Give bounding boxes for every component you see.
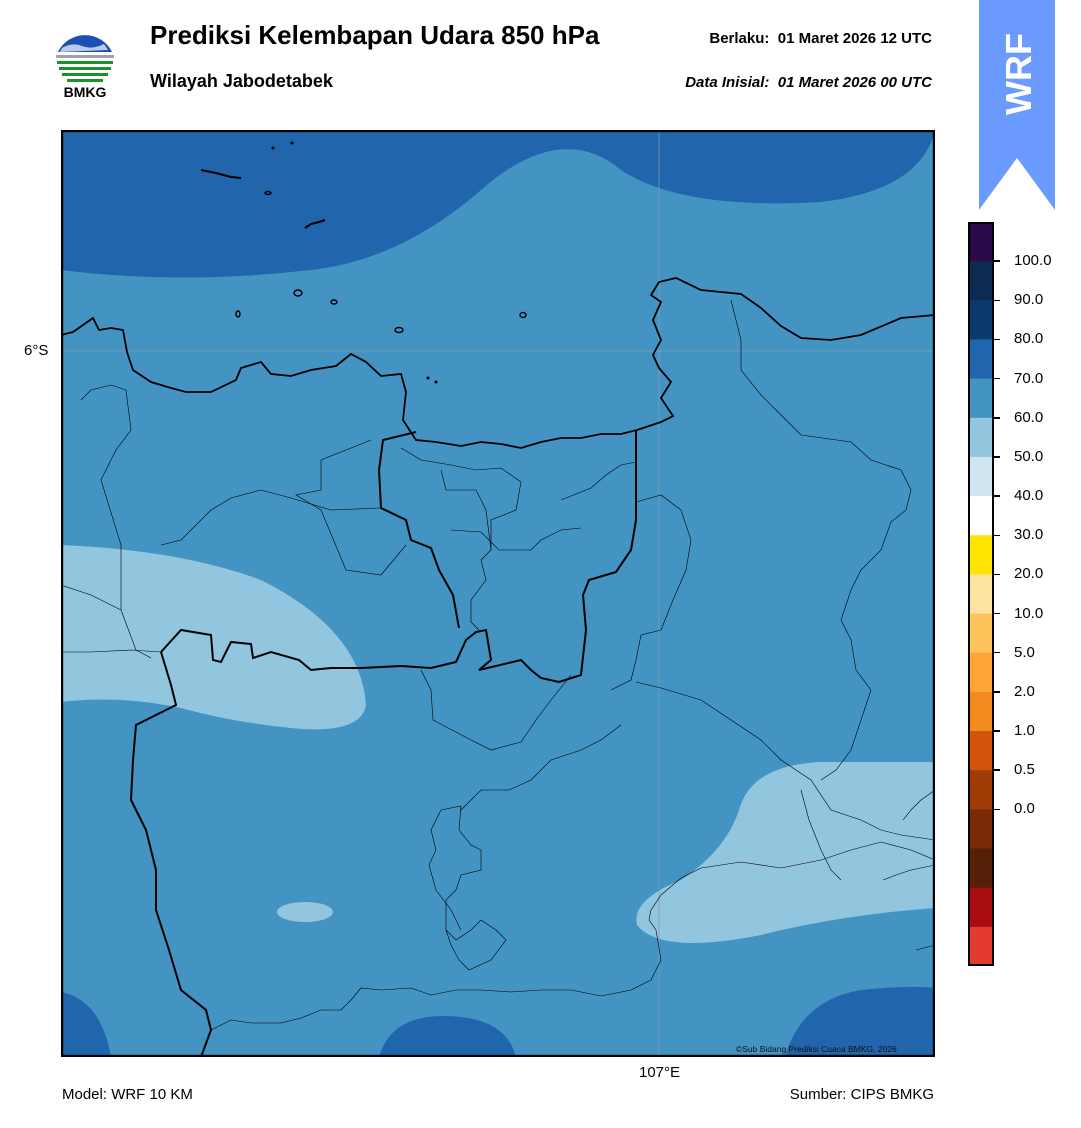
humidity-60-70-right bbox=[636, 762, 935, 943]
coastline bbox=[61, 277, 935, 449]
colorbar-tick bbox=[994, 691, 1000, 693]
source-label: Sumber: CIPS BMKG bbox=[789, 1086, 934, 1103]
humidity-60-70-left bbox=[61, 545, 366, 730]
colorbar-tick bbox=[994, 769, 1000, 771]
colorbar-tick bbox=[994, 417, 1000, 419]
humidity-80-90-bc bbox=[379, 1015, 516, 1057]
init-value: 01 Maret 2026 00 UTC bbox=[777, 74, 932, 91]
colorbar-cell bbox=[968, 848, 994, 889]
valid-time: Berlaku: 01 Maret 2026 12 UTC bbox=[709, 30, 932, 47]
colorbar-cell bbox=[968, 731, 994, 771]
humidity-map bbox=[61, 130, 935, 1057]
colorbar-tick bbox=[994, 651, 1000, 654]
wrf-banner-text: WRF bbox=[998, 33, 1039, 115]
colorbar-tick bbox=[994, 260, 1000, 262]
colorbar bbox=[968, 222, 994, 966]
colorbar-tick bbox=[994, 495, 1000, 497]
colorbar-label: 20.0 bbox=[1014, 565, 1044, 583]
init-time: Data Inisial: 01 Maret 2026 00 UTC bbox=[685, 74, 932, 91]
colorbar-label: 40.0 bbox=[1014, 487, 1044, 505]
valid-value: 01 Maret 2026 12 UTC bbox=[777, 30, 932, 47]
colorbar-cell bbox=[968, 417, 994, 458]
colorbar-cell bbox=[968, 222, 994, 262]
longitude-label: 107°E bbox=[639, 1064, 681, 1081]
init-label: Data Inisial: bbox=[685, 74, 770, 91]
colorbar-label: 80.0 bbox=[1014, 330, 1044, 348]
colorbar-cell bbox=[968, 613, 994, 654]
colorbar-cell bbox=[968, 809, 994, 850]
colorbar-cell bbox=[968, 926, 994, 966]
colorbar-cell bbox=[968, 691, 994, 732]
colorbar-cell bbox=[968, 496, 994, 536]
colorbar-label: 0.5 bbox=[1014, 761, 1035, 779]
colorbar-tick bbox=[994, 730, 1000, 732]
colorbar-label: 10.0 bbox=[1014, 604, 1044, 622]
latitude-label: 6°S bbox=[24, 342, 49, 359]
colorbar-cell bbox=[968, 261, 994, 301]
colorbar-tick bbox=[994, 808, 1000, 811]
colorbar-cell bbox=[968, 456, 994, 497]
colorbar-label: 1.0 bbox=[1014, 722, 1035, 740]
colorbar-tick bbox=[994, 377, 1000, 380]
colorbar-tick bbox=[994, 299, 1000, 302]
colorbar-label: 50.0 bbox=[1014, 447, 1044, 465]
colorbar-cell bbox=[968, 574, 994, 615]
colorbar-label: 100.0 bbox=[1014, 252, 1052, 270]
map-credit: ©Sub Bidang Prediksi Cuaca BMKG, 2026 bbox=[736, 1044, 897, 1054]
bmkg-logo-icon bbox=[55, 31, 115, 91]
colorbar-tick bbox=[994, 612, 1000, 615]
colorbar-label: 2.0 bbox=[1014, 682, 1035, 700]
colorbar-cell bbox=[968, 378, 994, 419]
model-label: Model: WRF 10 KM bbox=[62, 1086, 193, 1103]
logo-text: BMKG bbox=[63, 84, 107, 100]
colorbar-cell bbox=[968, 652, 994, 693]
colorbar-tick bbox=[994, 573, 1000, 576]
humidity-80-90-bl bbox=[61, 992, 111, 1057]
humidity-80-90-br bbox=[785, 986, 935, 1057]
colorbar-label: 90.0 bbox=[1014, 291, 1044, 309]
colorbar-cell bbox=[968, 339, 994, 380]
colorbar-tick bbox=[994, 534, 1000, 536]
map-subtitle: Wilayah Jabodetabek bbox=[150, 71, 333, 91]
colorbar-cell bbox=[968, 770, 994, 810]
humidity-60-70-spot bbox=[277, 902, 333, 922]
colorbar-label: 0.0 bbox=[1014, 800, 1035, 818]
colorbar-cell bbox=[968, 535, 994, 575]
colorbar-tick bbox=[994, 338, 1000, 341]
colorbar-cell bbox=[968, 887, 994, 928]
colorbar-tick bbox=[994, 456, 1000, 458]
humidity-80-90-top bbox=[61, 130, 935, 278]
colorbar-label: 60.0 bbox=[1014, 408, 1044, 426]
colorbar-cell bbox=[968, 300, 994, 340]
map-title: Prediksi Kelembapan Udara 850 hPa bbox=[150, 20, 600, 50]
valid-label: Berlaku: bbox=[709, 30, 770, 47]
wrf-banner: WRF bbox=[979, 0, 1055, 210]
province-border bbox=[160, 430, 637, 684]
colorbar-label: 30.0 bbox=[1014, 526, 1044, 544]
colorbar-label: 70.0 bbox=[1014, 369, 1044, 387]
colorbar-label: 5.0 bbox=[1014, 643, 1035, 661]
